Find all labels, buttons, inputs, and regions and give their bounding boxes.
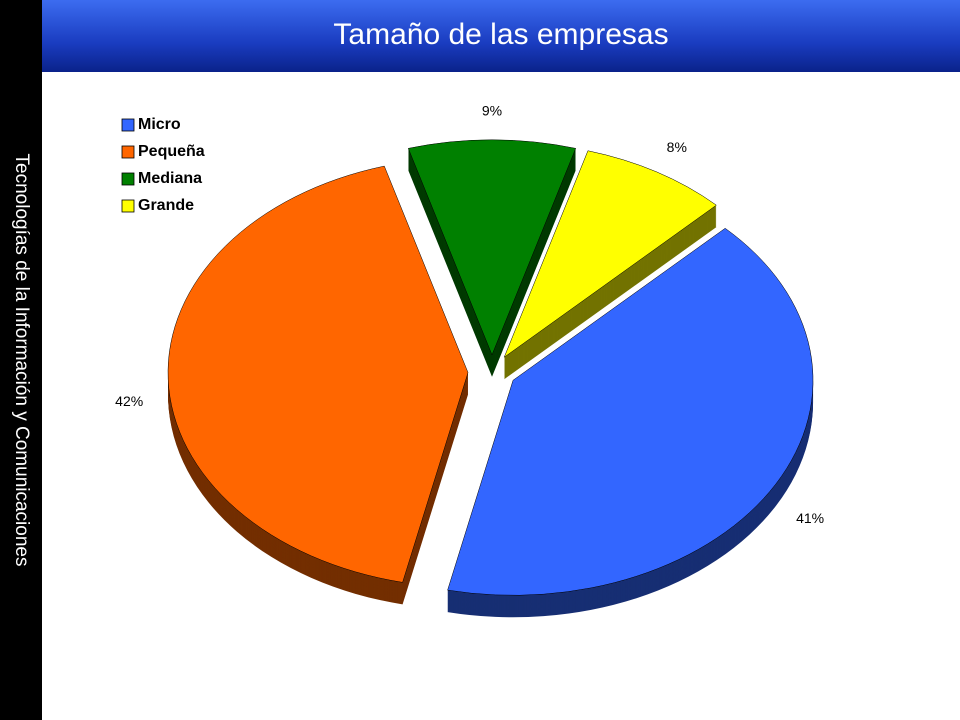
data-label: 41%: [796, 510, 824, 526]
slice: [503, 150, 717, 358]
slice: [407, 139, 577, 356]
legend-swatch: [121, 199, 135, 213]
title-bar: Tamaño de las empresas: [42, 0, 960, 72]
data-label: 8%: [667, 139, 687, 155]
legend-label: Micro: [138, 116, 181, 133]
legend-label: Pequeña: [138, 143, 205, 160]
data-label: 9%: [482, 103, 502, 119]
legend-swatch: [121, 145, 135, 159]
legend-swatch: [121, 118, 135, 132]
sidebar: Tecnologías de la Información y Comunica…: [0, 0, 42, 720]
legend-label: Grande: [138, 197, 194, 214]
slice: [447, 227, 814, 596]
chart-title: Tamaño de las empresas: [333, 18, 669, 51]
legend-swatch: [121, 172, 135, 186]
data-label: 42%: [115, 393, 143, 409]
slice: [167, 165, 469, 583]
legend-label: Mediana: [138, 170, 202, 187]
